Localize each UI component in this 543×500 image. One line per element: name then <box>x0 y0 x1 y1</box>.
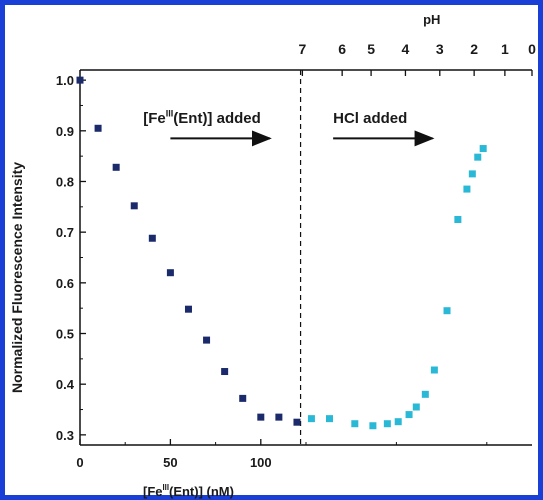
ph-tick-label: 1 <box>501 41 509 57</box>
data-point-titration <box>148 234 156 242</box>
data-point-acid <box>307 415 315 423</box>
data-point-titration <box>293 418 301 426</box>
data-point-acid <box>369 422 377 430</box>
top-axis-label: pH <box>423 12 440 27</box>
data-point-acid <box>383 420 391 428</box>
y-tick-label: 0.9 <box>56 124 74 139</box>
x-tick-label: 100 <box>250 455 272 470</box>
data-point-titration <box>166 269 174 277</box>
data-point-titration <box>112 163 120 171</box>
ph-tick-label: 5 <box>367 41 375 57</box>
x-tick-label: 50 <box>163 455 177 470</box>
data-point-titration <box>239 394 247 402</box>
data-point-acid <box>474 153 482 161</box>
ph-tick-label: 6 <box>338 41 346 57</box>
y-tick-label: 0.8 <box>56 174 74 189</box>
data-point-titration <box>275 413 283 421</box>
data-point-titration <box>130 202 138 210</box>
x-tick-label: 0 <box>76 455 83 470</box>
data-point-acid <box>468 170 476 178</box>
data-point-titration <box>76 76 84 84</box>
data-point-acid <box>351 420 359 428</box>
data-point-titration <box>257 413 265 421</box>
ph-tick-label: 4 <box>402 41 410 57</box>
data-point-acid <box>394 418 402 426</box>
annotation-label: HCl added <box>333 110 407 127</box>
data-point-titration <box>221 368 229 376</box>
data-point-acid <box>463 185 471 193</box>
y-tick-label: 0.3 <box>56 428 74 443</box>
data-point-titration <box>203 336 211 344</box>
y-tick-label: 0.7 <box>56 225 74 240</box>
ph-tick-label: 3 <box>436 41 444 57</box>
ph-tick-label: 7 <box>298 41 306 57</box>
data-point-acid <box>412 403 420 411</box>
ph-tick-label: 0 <box>528 41 536 57</box>
data-point-acid <box>479 145 487 153</box>
y-tick-label: 1.0 <box>56 73 74 88</box>
y-tick-label: 0.4 <box>56 377 75 392</box>
ph-tick-label: 2 <box>470 41 478 57</box>
y-axis-label: Normalized Fluorescence Intensity <box>9 162 25 393</box>
data-point-acid <box>430 366 438 374</box>
data-point-acid <box>326 415 334 423</box>
data-point-acid <box>405 411 413 419</box>
data-point-acid <box>443 307 451 315</box>
x-axis-label: [FeIII(Ent)] (nM) <box>143 483 234 499</box>
y-tick-label: 0.5 <box>56 327 74 342</box>
data-point-titration <box>94 124 102 132</box>
data-point-acid <box>421 390 429 398</box>
y-tick-label: 0.6 <box>56 276 74 291</box>
data-point-acid <box>454 215 462 223</box>
annotation-label: [FeIII(Ent)] added <box>143 108 261 127</box>
data-point-titration <box>184 305 192 313</box>
